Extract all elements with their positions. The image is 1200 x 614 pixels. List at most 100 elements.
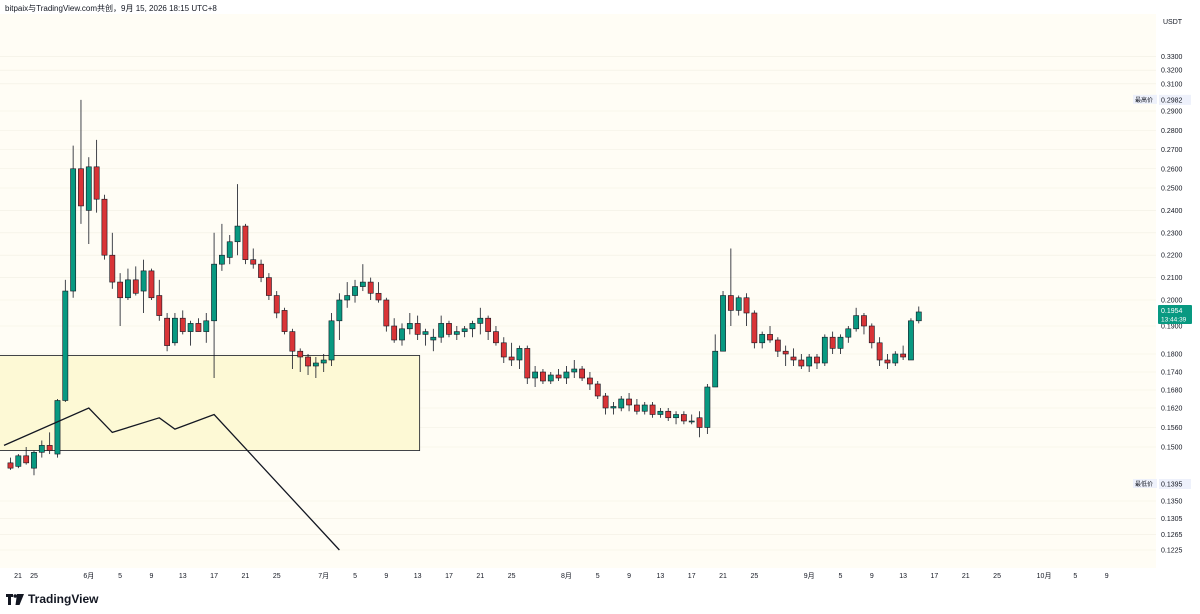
candle[interactable]	[790, 348, 797, 366]
projection-path-line[interactable]	[3, 407, 340, 551]
candle[interactable]	[406, 313, 413, 335]
candle[interactable]	[712, 334, 719, 388]
candle[interactable]	[500, 337, 507, 363]
candle[interactable]	[845, 326, 852, 343]
candle[interactable]	[688, 414, 695, 425]
candle[interactable]	[735, 295, 742, 316]
candle[interactable]	[892, 351, 899, 366]
candle[interactable]	[680, 411, 687, 425]
candle[interactable]	[250, 248, 257, 269]
candle[interactable]	[62, 279, 69, 402]
candle[interactable]	[626, 393, 632, 412]
candle[interactable]	[46, 432, 53, 455]
candle[interactable]	[696, 411, 703, 438]
candle[interactable]	[633, 399, 640, 415]
candle[interactable]	[587, 372, 593, 390]
candle[interactable]	[297, 348, 304, 372]
candle[interactable]	[782, 345, 789, 366]
candle[interactable]	[140, 259, 147, 313]
candle[interactable]	[164, 313, 170, 352]
candle[interactable]	[320, 354, 327, 372]
candle[interactable]	[555, 369, 562, 381]
candle[interactable]	[477, 307, 484, 335]
candle[interactable]	[352, 279, 358, 303]
candle[interactable]	[469, 320, 476, 338]
candle[interactable]	[414, 315, 421, 340]
candle[interactable]	[70, 145, 77, 298]
candle[interactable]	[312, 357, 319, 378]
price-axis[interactable]: USDT 0.3300 0.3200 0.3100 0.2900 0.2800 0.270…	[1156, 14, 1200, 568]
candle[interactable]	[172, 313, 178, 346]
candle[interactable]	[743, 293, 750, 326]
candle[interactable]	[367, 277, 374, 300]
candle[interactable]	[673, 411, 679, 425]
candle[interactable]	[508, 342, 515, 366]
candle[interactable]	[273, 291, 280, 319]
candle[interactable]	[78, 99, 84, 224]
candle[interactable]	[868, 323, 875, 349]
candle[interactable]	[493, 326, 499, 346]
candle[interactable]	[704, 384, 711, 434]
candle[interactable]	[767, 326, 773, 343]
candle[interactable]	[727, 248, 734, 326]
candle[interactable]	[853, 307, 860, 332]
candle[interactable]	[461, 326, 468, 338]
candle[interactable]	[884, 354, 891, 369]
candle[interactable]	[453, 326, 460, 340]
candle[interactable]	[798, 354, 805, 369]
candle[interactable]	[563, 366, 570, 384]
candle[interactable]	[571, 360, 578, 378]
candle[interactable]	[485, 315, 492, 340]
candle[interactable]	[837, 334, 844, 354]
candle[interactable]	[602, 393, 609, 415]
candle[interactable]	[203, 313, 210, 343]
candle[interactable]	[109, 232, 116, 289]
candle[interactable]	[540, 369, 546, 384]
candle[interactable]	[814, 354, 820, 369]
candle[interactable]	[7, 457, 14, 470]
candle[interactable]	[187, 320, 194, 346]
candle[interactable]	[665, 408, 672, 421]
candle[interactable]	[774, 337, 781, 357]
candle[interactable]	[156, 279, 163, 321]
candle[interactable]	[234, 184, 241, 256]
candle[interactable]	[242, 223, 249, 265]
candle[interactable]	[211, 232, 217, 378]
candle[interactable]	[751, 310, 758, 349]
candle[interactable]	[23, 447, 30, 465]
candle[interactable]	[359, 264, 366, 292]
candle[interactable]	[516, 345, 523, 369]
candle[interactable]	[430, 328, 437, 352]
candle[interactable]	[876, 337, 883, 366]
candle[interactable]	[117, 273, 124, 326]
candle[interactable]	[93, 139, 100, 213]
candle[interactable]	[38, 440, 45, 458]
candle[interactable]	[54, 399, 61, 458]
candle[interactable]	[594, 381, 601, 399]
candle[interactable]	[132, 266, 139, 296]
candle[interactable]	[908, 318, 914, 361]
time-axis[interactable]: 21 25 6月 5 9 13 17 21 25 7月 5 9 13 17 21 25 8月 5 9 13 17 21 25…	[0, 568, 1200, 582]
candle[interactable]	[438, 315, 445, 343]
candle[interactable]	[532, 366, 539, 387]
candle[interactable]	[219, 223, 225, 271]
candle[interactable]	[391, 318, 398, 343]
candle[interactable]	[524, 345, 531, 384]
candle[interactable]	[641, 402, 648, 415]
candle[interactable]	[422, 328, 429, 346]
candle[interactable]	[446, 320, 452, 338]
support-zone-rectangle[interactable]	[0, 355, 421, 451]
brand-logo[interactable]: TradingView	[6, 592, 98, 606]
candle[interactable]	[579, 366, 585, 381]
candle[interactable]	[85, 157, 92, 244]
candle[interactable]	[344, 282, 351, 308]
candle[interactable]	[720, 291, 726, 352]
candle[interactable]	[649, 402, 656, 418]
candle[interactable]	[265, 273, 272, 300]
candle[interactable]	[829, 331, 836, 354]
candle[interactable]	[15, 454, 22, 469]
candle[interactable]	[861, 313, 867, 335]
candle[interactable]	[806, 354, 813, 372]
candle[interactable]	[547, 372, 554, 384]
candle[interactable]	[179, 310, 186, 335]
